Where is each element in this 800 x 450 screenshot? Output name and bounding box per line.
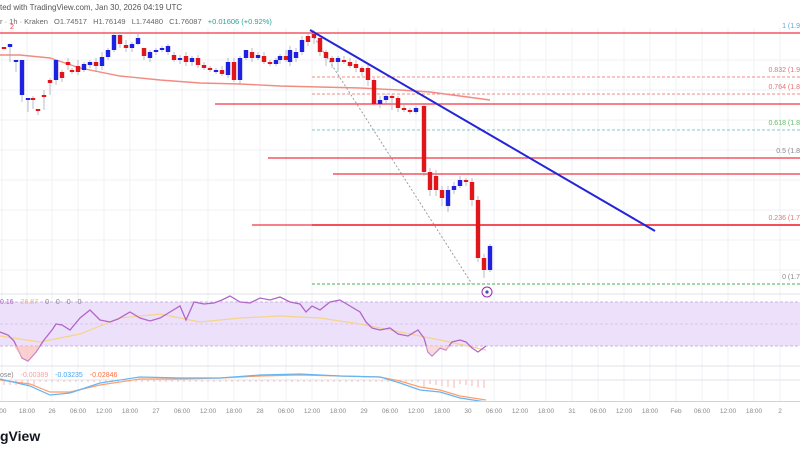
ohlc-open: O1.74517 <box>54 17 87 26</box>
time-tick-label: 18:00 <box>18 408 36 415</box>
tradingview-logo-text: gView <box>0 428 41 444</box>
chart-caption: ted with TradingView.com, Jan 30, 2026 0… <box>0 3 183 12</box>
time-tick-label: 06:00 <box>485 408 503 415</box>
time-tick-label: 30 <box>464 408 472 415</box>
fib-level-label: 0.618 (1.8 <box>768 120 800 127</box>
time-tick-label: 18:00 <box>329 408 347 415</box>
time-axis[interactable]: :00 18:00 26 06:00 12:00 18:00 27 06:00 12:00 18:… <box>0 401 800 422</box>
time-tick-label: 06:00 <box>277 408 295 415</box>
price-chart[interactable] <box>0 0 800 420</box>
fib-level-label: 0.832 (1.9 <box>768 67 800 74</box>
rsi-param-2: 0 <box>55 299 60 306</box>
rsi-param-1: 0 <box>45 299 49 306</box>
symbol-legend: r · 1h · Kraken O1.74517 H1.76149 L1.744… <box>0 17 272 26</box>
rsi-indicator-pane <box>0 295 800 362</box>
time-tick-label: 12:00 <box>407 408 425 415</box>
macd-value: -0.03235 <box>55 372 83 379</box>
time-tick-label: 06:00 <box>693 408 711 415</box>
time-tick-label: 06:00 <box>381 408 399 415</box>
time-tick-label: 18:00 <box>225 408 243 415</box>
time-tick-label: 18:00 <box>433 408 451 415</box>
time-tick-label: 31 <box>568 408 576 415</box>
macd-indicator-pane <box>0 373 800 403</box>
time-tick-label: 18:00 <box>537 408 555 415</box>
symbol-label: r · 1h · Kraken <box>0 17 48 26</box>
ohlc-close: C1.76087 <box>169 17 202 26</box>
rsi-param-3: 0 <box>66 299 71 306</box>
time-tick-label: 06:00 <box>69 408 87 415</box>
macd-signal-value: -0.02846 <box>89 372 118 379</box>
rsi-legend: 0.16 26.87 0 0 0 0 <box>0 299 87 306</box>
time-tick-label: 18:00 <box>745 408 763 415</box>
time-tick-label: 12:00 <box>511 408 529 415</box>
ohlc-change: +0.01606 (+0.92%) <box>207 17 272 26</box>
macd-legend: ose) -0.00389 -0.03235 -0.02846 <box>0 372 122 379</box>
time-tick-label: 06:00 <box>589 408 607 415</box>
macd-source: ose) <box>0 372 14 379</box>
time-tick-label: 27 <box>152 408 160 415</box>
time-tick-label: 12:00 <box>719 408 737 415</box>
time-tick-label: 12:00 <box>199 408 217 415</box>
resistance-lines[interactable] <box>0 32 800 226</box>
time-tick-label: 12:00 <box>303 408 321 415</box>
candlestick-series <box>1 30 493 278</box>
fib-level-label: 0.5 (1.8 <box>776 148 800 155</box>
fib-level-label: 1 (1.9 <box>782 23 800 30</box>
replay-marker-icon[interactable] <box>481 286 493 298</box>
rsi-param-4: 0 <box>77 299 82 306</box>
time-tick-label: 29 <box>360 408 368 415</box>
time-tick-label: 18:00 <box>641 408 659 415</box>
time-tick-label: 12:00 <box>95 408 113 415</box>
fib-level-label: 0.236 (1.7 <box>768 215 800 222</box>
time-tick-label: 06:00 <box>173 408 191 415</box>
time-tick-label: 12:00 <box>615 408 633 415</box>
time-tick-label: 28 <box>256 408 264 415</box>
time-tick-label: Feb <box>670 408 682 415</box>
fib-level-label: 0 (1.7 <box>782 274 800 281</box>
time-tick-label: 2 <box>778 408 782 415</box>
rsi-value: 0.16 <box>0 299 14 306</box>
ohlc-low: L1.74480 <box>131 17 163 26</box>
bearish-trendline[interactable] <box>309 29 656 232</box>
time-tick-label: 18:00 <box>121 408 139 415</box>
rsi-ma-value: 26.87 <box>20 299 39 306</box>
time-tick-label: 26 <box>48 408 56 415</box>
macd-histogram-value: -0.00389 <box>20 372 49 379</box>
fib-level-label: 0.764 (1.8 <box>768 84 800 91</box>
time-tick-label: :00 <box>0 408 7 415</box>
ohlc-high: H1.76149 <box>93 17 126 26</box>
alert-count-badge[interactable]: 2 <box>10 24 14 31</box>
